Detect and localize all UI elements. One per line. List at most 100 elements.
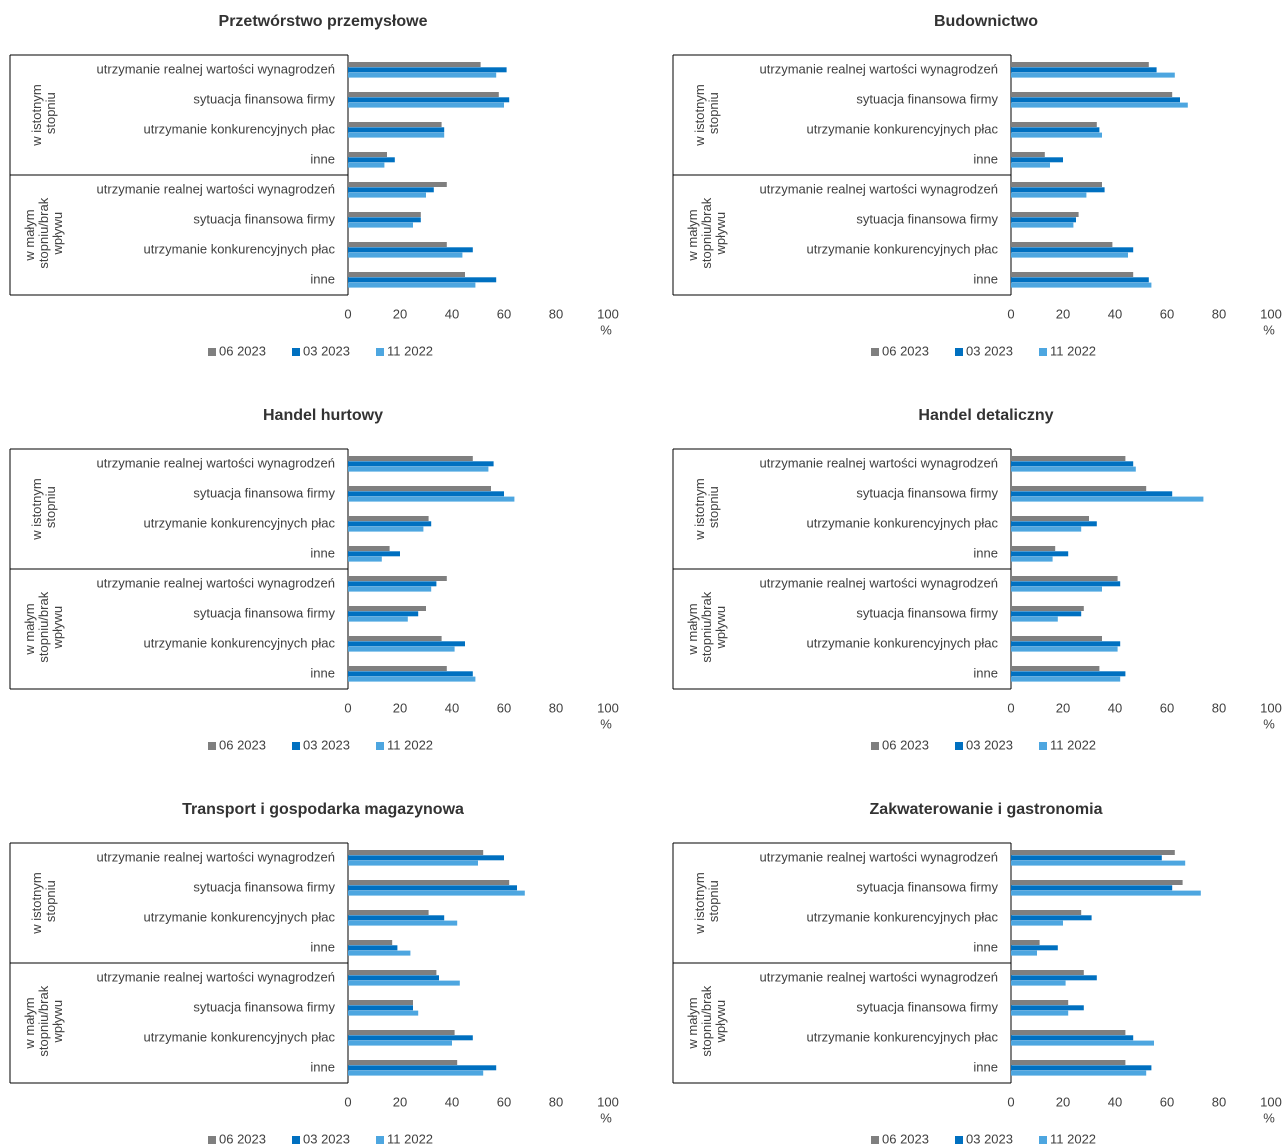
bar xyxy=(348,456,473,461)
bar xyxy=(1011,855,1162,861)
bar xyxy=(1011,217,1076,223)
bar xyxy=(1011,252,1128,258)
legend-swatch xyxy=(1039,742,1047,750)
bar xyxy=(1011,72,1175,78)
x-tick-label: 100 xyxy=(597,306,619,321)
bar xyxy=(348,970,437,975)
bar xyxy=(348,551,400,557)
category-label: utrzymanie realnej wartości wynagrodzeń xyxy=(97,575,335,590)
bar xyxy=(348,975,439,981)
x-tick-label: 40 xyxy=(1108,1094,1122,1109)
category-label: sytuacja finansowa firmy xyxy=(193,605,335,620)
bar xyxy=(348,546,390,551)
bar xyxy=(1011,456,1126,461)
category-label: utrzymanie realnej wartości wynagrodzeń xyxy=(97,181,335,196)
x-tick-label: 0 xyxy=(1007,700,1014,715)
category-label: utrzymanie konkurencyjnych płac xyxy=(807,121,999,136)
x-tick-label: 80 xyxy=(549,306,563,321)
bar xyxy=(348,1035,473,1041)
bar xyxy=(1011,611,1082,617)
category-label: sytuacja finansowa firmy xyxy=(856,211,998,226)
legend-label: 03 2023 xyxy=(303,737,350,752)
x-tick-label: 60 xyxy=(497,306,511,321)
bar xyxy=(348,920,458,926)
bar xyxy=(348,132,445,138)
legend-swatch xyxy=(376,1136,384,1144)
bar xyxy=(1011,1005,1084,1011)
bar xyxy=(348,516,429,521)
bar xyxy=(1011,950,1037,956)
x-tick-label: 80 xyxy=(1212,700,1226,715)
bar xyxy=(1011,970,1084,975)
x-tick-label: 40 xyxy=(1108,306,1122,321)
legend-swatch xyxy=(208,348,216,356)
bar xyxy=(1011,127,1100,133)
bar xyxy=(348,272,465,277)
group-label: w istotnym stopniu xyxy=(29,478,58,540)
bar xyxy=(1011,526,1082,532)
x-tick-label: 20 xyxy=(393,1094,407,1109)
bar xyxy=(348,157,395,163)
bar xyxy=(1011,1030,1126,1035)
bar xyxy=(348,1065,497,1071)
bar xyxy=(348,62,481,67)
chart-title: Przetwórstwo przemysłowe xyxy=(219,13,428,30)
bar xyxy=(348,252,463,258)
bar xyxy=(1011,277,1149,283)
x-tick-label: 20 xyxy=(1056,700,1070,715)
bar xyxy=(348,850,484,855)
category-label: utrzymanie realnej wartości wynagrodzeń xyxy=(97,61,335,76)
bar xyxy=(348,915,445,921)
x-tick-label: 0 xyxy=(344,700,351,715)
bar xyxy=(1011,860,1186,866)
legend-swatch xyxy=(208,742,216,750)
group-label: w istotnym stopniu xyxy=(692,84,721,146)
group-label: w istotnym stopniu xyxy=(29,872,58,934)
bar xyxy=(1011,1010,1069,1016)
bar xyxy=(1011,556,1053,562)
legend-swatch xyxy=(292,1136,300,1144)
x-tick-label: 60 xyxy=(1160,306,1174,321)
x-tick-label: 0 xyxy=(344,306,351,321)
legend-label: 11 2022 xyxy=(387,343,433,358)
bar xyxy=(1011,521,1097,527)
bar xyxy=(1011,162,1050,168)
chart-panel: Zakwaterowanie i gastronomia w istotnym s… xyxy=(672,801,1282,1146)
category-label: utrzymanie konkurencyjnych płac xyxy=(144,1029,336,1044)
chart-title: Zakwaterowanie i gastronomia xyxy=(870,801,1103,818)
bar xyxy=(348,611,419,617)
legend-swatch xyxy=(292,742,300,750)
category-label: utrzymanie realnej wartości wynagrodzeń xyxy=(760,61,998,76)
bar xyxy=(1011,1065,1152,1071)
bar xyxy=(1011,910,1082,915)
chart-panel: Transport i gospodarka magazynowa w istot… xyxy=(9,801,619,1146)
bar xyxy=(1011,516,1089,521)
category-label: utrzymanie realnej wartości wynagrodzeń xyxy=(760,575,998,590)
x-tick-label: 60 xyxy=(1160,700,1174,715)
bar xyxy=(348,880,510,885)
bar xyxy=(348,277,497,283)
category-label: utrzymanie realnej wartości wynagrodzeń xyxy=(97,455,335,470)
bar xyxy=(348,616,408,622)
bar xyxy=(1011,940,1040,945)
bar xyxy=(1011,636,1102,641)
legend-swatch xyxy=(955,1136,963,1144)
chart-title: Handel hurtowy xyxy=(263,407,383,424)
category-label: utrzymanie konkurencyjnych płac xyxy=(144,121,336,136)
x-tick-label: 0 xyxy=(1007,306,1014,321)
bar xyxy=(1011,496,1204,502)
bar xyxy=(1011,551,1069,557)
bar xyxy=(1011,915,1092,921)
bar xyxy=(1011,182,1102,187)
category-label: inne xyxy=(310,665,335,680)
x-tick-label: 100 xyxy=(597,1094,619,1109)
unit-label: % xyxy=(1263,1110,1275,1125)
bar xyxy=(348,182,447,187)
bar xyxy=(1011,1070,1147,1076)
legend-label: 11 2022 xyxy=(1050,343,1096,358)
category-label: utrzymanie realnej wartości wynagrodzeń xyxy=(760,181,998,196)
x-tick-label: 100 xyxy=(1260,306,1282,321)
bar xyxy=(348,67,507,73)
x-tick-label: 80 xyxy=(1212,306,1226,321)
bar xyxy=(1011,187,1105,193)
